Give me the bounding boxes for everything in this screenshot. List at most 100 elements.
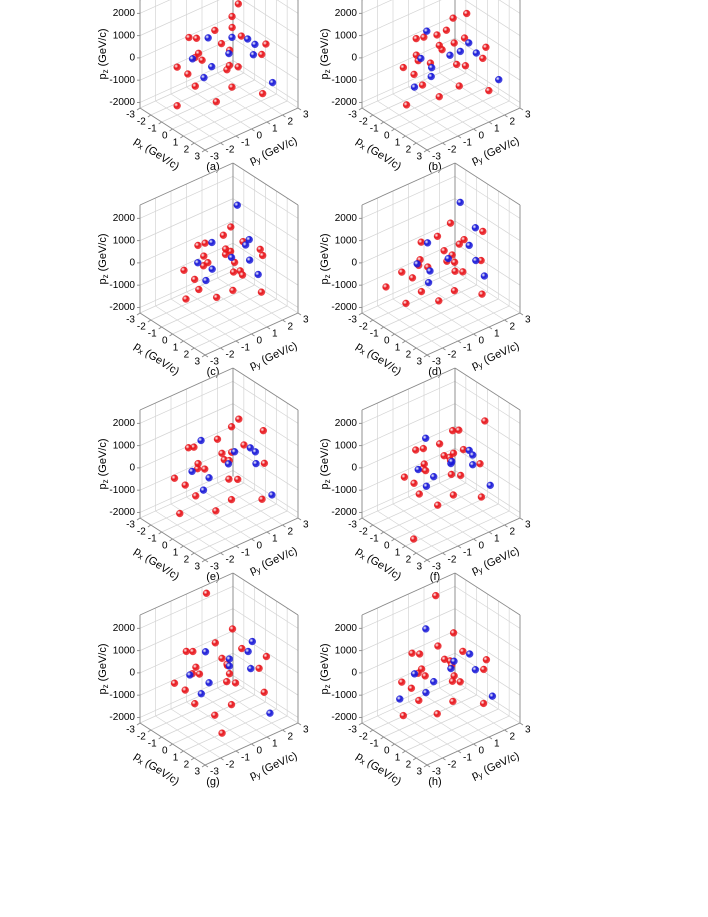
label-subscript: z — [323, 69, 332, 73]
point — [485, 87, 493, 95]
point — [259, 251, 267, 260]
y-tick-label: 1 — [272, 329, 278, 340]
grid-line — [361, 470, 456, 513]
tick-mark — [426, 559, 431, 563]
grid-line — [423, 489, 490, 533]
grid-line — [454, 475, 521, 519]
tick-mark — [442, 552, 446, 556]
z-tick-label: -2000 — [331, 97, 357, 108]
tick-mark — [220, 552, 224, 556]
grid-line — [454, 220, 521, 264]
y-tick-label: 3 — [303, 315, 309, 326]
x-tick-label: 3 — [416, 357, 422, 368]
grid-line — [454, 65, 521, 109]
label-unit: (GeV/c) — [260, 340, 299, 367]
grid-line — [361, 630, 456, 674]
z-tick-label: 0 — [351, 668, 357, 679]
point — [455, 82, 463, 90]
label-subscript: y — [255, 156, 262, 166]
point — [205, 474, 213, 482]
z-tick-label: -2000 — [331, 712, 357, 723]
point — [440, 247, 448, 255]
axis-edge — [361, 367, 456, 411]
point — [448, 677, 457, 685]
point — [212, 293, 221, 302]
grid-line — [242, 0, 299, 36]
grid-line — [439, 687, 505, 731]
axis-edge — [139, 162, 234, 206]
x-tick-label: 2 — [406, 350, 412, 361]
point — [231, 679, 240, 687]
tick-mark — [220, 757, 224, 761]
tick-mark — [426, 354, 431, 358]
grid-line — [439, 277, 505, 321]
point — [217, 39, 226, 48]
point — [182, 647, 190, 656]
panel-caption: (c) — [207, 366, 220, 378]
point — [459, 647, 467, 656]
tick-mark — [423, 764, 428, 768]
tick-mark — [358, 312, 363, 316]
grid-line — [408, 701, 474, 745]
x-tick-label: -3 — [126, 315, 135, 326]
grid-line — [139, 608, 234, 651]
point — [398, 678, 406, 686]
y-tick-label: -2 — [226, 350, 235, 361]
point — [170, 679, 179, 687]
point — [460, 34, 469, 42]
point — [201, 465, 209, 473]
axis-edge — [139, 367, 234, 411]
label-symbol: p — [470, 563, 481, 576]
z-tick-label: 1000 — [335, 440, 358, 451]
point — [456, 678, 464, 686]
label-subscript: y — [477, 156, 484, 166]
tick-mark — [190, 142, 195, 146]
tick-mark — [297, 107, 302, 111]
tick-mark — [201, 149, 206, 153]
grid-line — [232, 176, 299, 219]
point — [225, 61, 234, 70]
grid-line — [361, 0, 442, 36]
point — [201, 239, 209, 247]
label-unit: (GeV/c) — [97, 28, 109, 66]
point — [248, 637, 256, 646]
point — [252, 459, 260, 468]
z-tick-label: 1000 — [113, 645, 136, 656]
point — [227, 495, 236, 504]
x-tick-label: 0 — [162, 336, 168, 347]
tick-mark — [180, 135, 184, 139]
tick-mark — [220, 347, 224, 351]
point — [260, 459, 269, 467]
grid-line — [139, 60, 234, 103]
point — [268, 491, 276, 499]
point — [479, 699, 488, 708]
point — [180, 266, 188, 274]
point — [402, 299, 410, 308]
label-symbol: p — [248, 358, 259, 371]
point — [417, 238, 425, 246]
y-tick-label: 2 — [288, 117, 294, 128]
point — [197, 690, 205, 698]
point — [471, 666, 480, 674]
tick-mark — [204, 559, 209, 563]
grid-line — [186, 701, 252, 745]
grid-line — [201, 489, 268, 533]
point — [450, 657, 458, 665]
point — [415, 696, 423, 705]
point — [181, 481, 189, 489]
z-tick-label: 2000 — [335, 623, 358, 634]
axis-edge — [139, 572, 234, 616]
point — [218, 654, 226, 662]
grid-line — [232, 680, 299, 724]
point — [170, 474, 179, 482]
x-tick-label: -3 — [126, 110, 135, 121]
x-tick-label: -1 — [370, 739, 379, 750]
grid-line — [139, 176, 234, 219]
point — [228, 12, 236, 21]
y-tick-label: 2 — [510, 732, 516, 743]
label-subscript: x — [136, 347, 144, 357]
point — [471, 224, 480, 232]
grid-line — [139, 381, 234, 424]
point — [198, 56, 206, 64]
point — [192, 492, 200, 500]
